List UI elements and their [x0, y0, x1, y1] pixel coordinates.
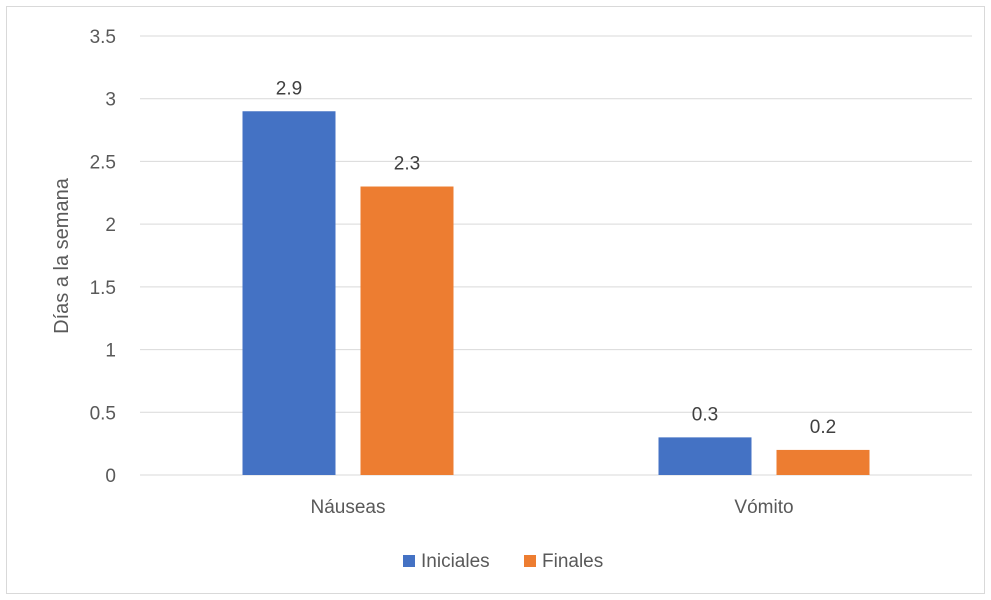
y-tick-labels: 0 0.5 1 1.5 2 2.5 3 3.5 — [90, 27, 116, 487]
legend-label: Finales — [542, 551, 603, 572]
legend: Iniciales Finales — [403, 551, 603, 572]
bars — [242, 111, 870, 475]
data-label: 0.3 — [692, 404, 718, 425]
data-label: 2.3 — [394, 154, 420, 175]
y-tick-label: 1.5 — [90, 278, 116, 299]
data-labels: 2.9 2.3 0.3 0.2 — [276, 78, 836, 438]
y-tick-label: 0 — [105, 466, 116, 487]
legend-swatch — [403, 555, 415, 567]
y-tick-label: 2.5 — [90, 152, 116, 173]
bar-finales-1 — [360, 186, 454, 475]
chart-frame — [6, 6, 985, 594]
x-tick-labels: Náuseas Vómito — [311, 497, 794, 518]
y-tick-label: 1 — [105, 341, 116, 362]
y-tick-label: 3.5 — [90, 27, 116, 48]
x-tick-label: Náuseas — [311, 497, 386, 518]
data-label: 0.2 — [810, 417, 836, 438]
x-tick-label: Vómito — [734, 497, 793, 518]
data-label: 2.9 — [276, 78, 302, 99]
y-tick-label: 3 — [105, 90, 116, 111]
y-axis-label: Días a la semana — [51, 177, 73, 334]
legend-swatch — [524, 555, 536, 567]
bar-iniciales-1 — [242, 111, 336, 475]
legend-label: Iniciales — [421, 551, 490, 572]
bar-iniciales-2 — [658, 437, 752, 475]
bar-finales-2 — [776, 449, 870, 475]
y-tick-label: 0.5 — [90, 403, 116, 424]
y-tick-label: 2 — [105, 215, 116, 236]
